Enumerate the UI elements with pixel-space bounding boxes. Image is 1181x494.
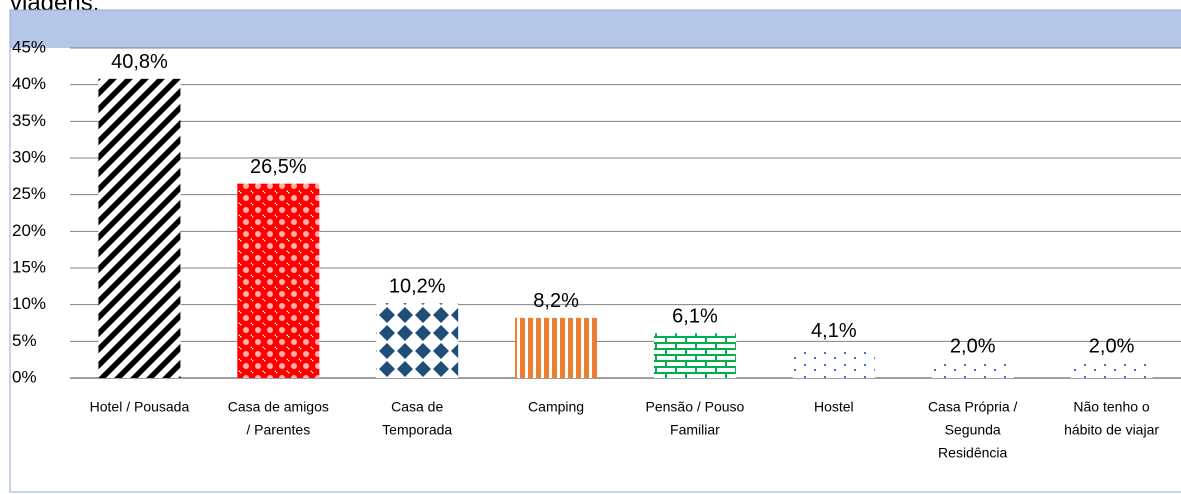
x-tick-label: Familiar	[670, 422, 720, 438]
bar	[98, 78, 181, 379]
x-tick-label: Não tenho o	[1073, 399, 1149, 415]
x-tick-label: Hotel / Pousada	[90, 399, 190, 415]
x-tick-label: / Parentes	[246, 422, 310, 438]
x-tick-label: Casa de amigos	[228, 399, 329, 415]
y-tick-label: 10%	[12, 294, 46, 313]
y-tick-label: 30%	[12, 147, 46, 166]
x-tick-label: Pensão / Pouso	[646, 399, 745, 415]
y-tick-label: 25%	[12, 184, 46, 203]
bar	[376, 303, 459, 378]
x-tick-label: Temporada	[382, 422, 452, 438]
bar	[515, 317, 598, 378]
y-tick-label: 0%	[12, 367, 37, 386]
chart-frame	[9, 9, 1181, 493]
value-label: 40,8%	[111, 51, 168, 73]
y-tick-label: 40%	[12, 74, 46, 93]
x-tick-label: hábito de viajar	[1064, 422, 1159, 438]
y-tick-label: 20%	[12, 221, 46, 240]
x-tick-label: Residência	[938, 445, 1007, 461]
value-label: 10,2%	[389, 275, 446, 297]
bar	[792, 347, 875, 378]
y-tick-label: 15%	[12, 257, 46, 276]
value-label: 2,0%	[1089, 336, 1135, 358]
bar	[653, 333, 736, 378]
x-tick-label: Camping	[528, 399, 584, 415]
bar	[1070, 363, 1153, 378]
y-tick-label: 35%	[12, 111, 46, 130]
chart-band	[10, 10, 1181, 48]
x-tick-label: Casa Própria /	[928, 399, 1018, 415]
value-label: 6,1%	[672, 306, 718, 328]
value-label: 4,1%	[811, 320, 857, 342]
value-label: 2,0%	[950, 336, 996, 358]
bar	[931, 363, 1014, 378]
x-tick-label: Segunda	[945, 422, 1001, 438]
x-tick-label: Casa de	[391, 399, 443, 415]
value-label: 26,5%	[250, 156, 307, 178]
x-tick-label: Hostel	[814, 399, 854, 415]
y-tick-label: 5%	[12, 331, 37, 350]
bar	[237, 183, 320, 378]
y-tick-label: 45%	[12, 37, 46, 56]
value-label: 8,2%	[533, 290, 579, 312]
